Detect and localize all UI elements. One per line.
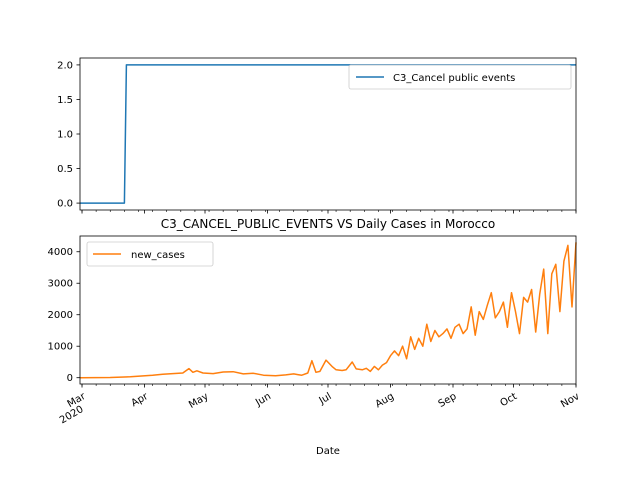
y-tick-label: 1.0 [57,130,73,141]
bottom-y-axis: 0 1000 2000 3000 4000 [48,247,80,384]
y-tick-label: 0.0 [57,199,73,210]
bottom-plot-frame [79,235,577,385]
y-tick-label: 0 [67,373,73,384]
top-legend: C3_Cancel public events [348,64,572,90]
series-line-1-0 [79,242,577,379]
bottom-legend: new_cases [86,241,214,267]
y-tick-label: 4000 [48,247,73,258]
bottom-x-axis-label: Date [316,446,340,457]
y-tick-label: 2.0 [57,60,73,71]
top-y-axis: 0.0 0.5 1.0 1.5 2.0 [57,60,80,210]
y-tick-label: 1000 [48,342,73,353]
bottom-legend-box [86,241,214,267]
y-tick-label: 0.5 [57,164,73,175]
top-legend-label: C3_Cancel public events [393,73,515,84]
bottom-chart-title: C3_CANCEL_PUBLIC_EVENTS VS Daily Cases i… [161,217,495,231]
bottom-plot-lines [79,242,577,379]
top-legend-box [348,64,572,90]
top-plot-frame [79,57,577,211]
y-tick-label: 2000 [48,310,73,321]
y-tick-label: 1.5 [57,95,73,106]
bottom-legend-label: new_cases [131,250,185,261]
y-tick-label: 3000 [48,279,73,290]
top-subplot: 0.0 0.5 1.0 1.5 2.0 C3_Cancel public events [57,57,577,214]
